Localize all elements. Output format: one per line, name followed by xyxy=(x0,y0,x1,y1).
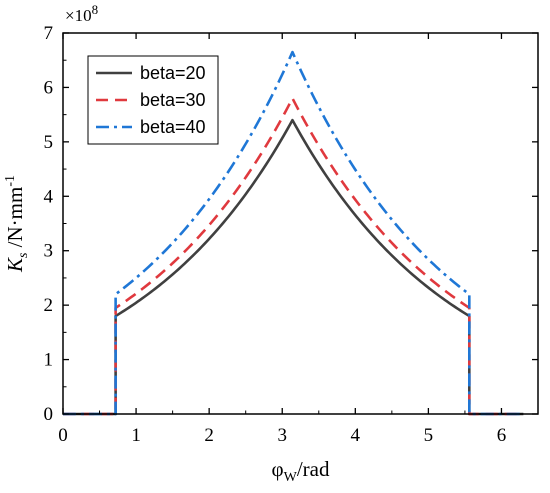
x-tick-label: 6 xyxy=(497,425,507,446)
y-tick-label: 7 xyxy=(44,23,54,44)
y-axis-label: Ks /N·mm-1 xyxy=(3,175,31,273)
x-tick-label: 4 xyxy=(351,425,361,446)
legend-label-beta-40: beta=40 xyxy=(140,117,206,137)
y-tick-label: 6 xyxy=(44,77,54,98)
y-tick-label: 2 xyxy=(44,295,54,316)
x-tick-label: 2 xyxy=(204,425,214,446)
series-line-beta-30 xyxy=(63,97,524,416)
y-tick-label: 3 xyxy=(44,241,54,262)
axes: 0 1 2 3 4 5 6 0 1 2 3 4 5 6 7 ×108 φW/rad Ks /N·mm-1 xyxy=(3,2,539,485)
x-tick-label: 1 xyxy=(131,425,141,446)
y-tick-label: 4 xyxy=(44,186,54,207)
x-axis-label: φW/rad xyxy=(272,457,330,485)
plot-area xyxy=(63,50,524,416)
y-multiplier: ×108 xyxy=(65,2,98,25)
y-tick-label: 1 xyxy=(44,350,54,371)
series-line-beta-40 xyxy=(63,50,524,416)
legend-label-beta-20: beta=20 xyxy=(140,63,206,83)
y-tick-label: 0 xyxy=(44,404,54,425)
legend-label-beta-30: beta=30 xyxy=(140,90,206,110)
x-tick-label: 3 xyxy=(277,425,287,446)
series-line-beta-20 xyxy=(63,118,524,416)
legend-box xyxy=(87,55,219,145)
x-tick-label: 5 xyxy=(424,425,434,446)
y-tick-label: 5 xyxy=(44,132,54,153)
x-tick-label: 0 xyxy=(58,425,68,446)
legend: beta=20 beta=30 beta=40 xyxy=(87,55,219,145)
